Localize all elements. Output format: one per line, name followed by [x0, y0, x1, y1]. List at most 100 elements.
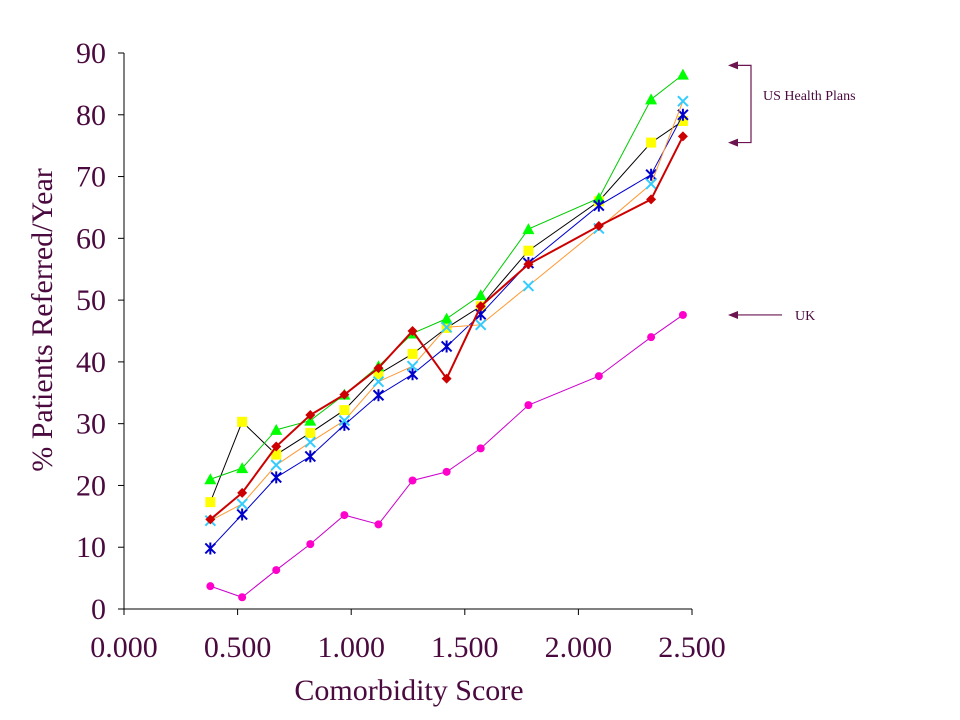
- uk-arrow-icon: [728, 310, 738, 319]
- data-point-square: [339, 405, 350, 416]
- x-tick-label: 2.000: [545, 631, 613, 664]
- data-point-circle: [408, 476, 417, 485]
- data-point-x: [372, 375, 385, 388]
- x-tick-label: 1.000: [317, 631, 385, 664]
- data-point-circle: [594, 372, 603, 381]
- data-point-x: [522, 280, 535, 292]
- data-point-triangle: [304, 414, 317, 426]
- data-point-x: [440, 321, 453, 334]
- us-health-plans-label: US Health Plans: [763, 89, 856, 104]
- data-point-diamond: [407, 326, 418, 336]
- data-point-star: [236, 508, 248, 521]
- uk-label: UK: [795, 309, 815, 324]
- us-arrow-top-icon: [728, 61, 738, 70]
- data-point-square: [237, 416, 248, 427]
- data-point-square: [646, 137, 657, 148]
- data-point-diamond: [475, 301, 486, 312]
- data-point-square: [271, 449, 282, 460]
- data-point-diamond: [305, 410, 316, 421]
- data-point-x: [474, 319, 487, 331]
- x-axis-ticks: 0.000 0.500 1.000 1.500 2.000 2.500: [90, 609, 726, 664]
- data-point-circle: [306, 540, 315, 549]
- series-1-line: [209, 120, 684, 503]
- data-point-x: [677, 95, 689, 107]
- series-2-line: [210, 74, 684, 480]
- data-point-square: [523, 245, 534, 256]
- us-arrow-bottom-icon: [728, 138, 738, 147]
- x-tick-label: 0.500: [204, 631, 272, 664]
- axes: [123, 53, 692, 610]
- y-tick-label: 90: [76, 37, 106, 70]
- y-tick-label: 70: [76, 161, 106, 194]
- data-point-circle: [647, 333, 656, 342]
- data-point-triangle: [676, 68, 689, 80]
- data-point-square: [677, 115, 688, 126]
- data-point-diamond: [677, 131, 688, 142]
- data-point-square: [205, 497, 216, 508]
- y-tick-label: 40: [76, 346, 106, 379]
- data-point-diamond: [441, 373, 452, 384]
- data-point-diamond: [205, 514, 216, 525]
- data-point-triangle: [522, 223, 535, 235]
- data-point-x: [645, 178, 657, 190]
- y-axis-title: % Patients Referred/Year: [26, 168, 59, 472]
- data-point-x: [304, 436, 317, 448]
- data-point-diamond: [523, 259, 534, 270]
- data-point-circle: [374, 520, 383, 529]
- series-5: [205, 131, 688, 525]
- us-bracket: [737, 64, 752, 144]
- data-point-x: [406, 360, 419, 372]
- data-point-diamond: [593, 220, 604, 231]
- y-axis-ticks: 0 10 20 30 40 50 60 70 80 90: [76, 37, 124, 626]
- data-point-triangle: [204, 473, 217, 485]
- series-2: [204, 68, 689, 485]
- data-point-triangle: [474, 289, 487, 301]
- data-point-square: [305, 427, 316, 438]
- data-point-star: [677, 108, 689, 121]
- data-point-circle: [272, 566, 281, 575]
- x-tick-label: 2.500: [658, 631, 726, 664]
- data-point-x: [236, 498, 248, 510]
- data-point-square: [373, 369, 384, 380]
- data-point-x: [338, 414, 351, 427]
- y-tick-label: 80: [76, 99, 106, 132]
- data-point-circle: [340, 511, 349, 520]
- data-point-triangle: [592, 192, 605, 204]
- y-tick-label: 30: [76, 408, 106, 441]
- data-point-star: [645, 168, 657, 181]
- data-point-square: [407, 348, 418, 359]
- data-point-circle: [476, 444, 485, 453]
- x-tick-label: 0.000: [90, 631, 158, 664]
- data-point-star: [372, 389, 385, 402]
- y-tick-label: 50: [76, 284, 106, 317]
- data-point-star: [204, 542, 217, 555]
- data-point-diamond: [271, 441, 282, 452]
- data-point-triangle: [440, 312, 453, 324]
- data-point-triangle: [236, 462, 249, 474]
- data-point-circle: [678, 310, 687, 319]
- annotation-layer: US Health Plans UK: [728, 61, 856, 324]
- data-point-star: [270, 471, 282, 484]
- data-point-diamond: [237, 487, 248, 498]
- data-point-triangle: [645, 93, 658, 105]
- data-point-diamond: [339, 389, 350, 400]
- data-point-star: [440, 340, 453, 353]
- data-point-star: [304, 450, 317, 463]
- series-6: [206, 310, 687, 602]
- x-tick-label: 1.500: [431, 631, 499, 664]
- y-tick-label: 20: [76, 469, 106, 502]
- data-point-circle: [524, 401, 533, 410]
- data-point-star: [593, 199, 605, 212]
- data-point-diamond: [646, 194, 657, 205]
- series-4: [204, 95, 689, 527]
- y-tick-label: 0: [91, 593, 106, 626]
- data-point-circle: [442, 467, 451, 476]
- data-point-circle: [238, 593, 247, 602]
- y-tick-label: 10: [76, 531, 106, 564]
- data-point-triangle: [270, 423, 283, 435]
- series-layer: [204, 68, 689, 602]
- data-point-diamond: [373, 363, 384, 374]
- x-axis-title: Comorbidity Score: [294, 674, 523, 707]
- data-point-circle: [206, 582, 215, 591]
